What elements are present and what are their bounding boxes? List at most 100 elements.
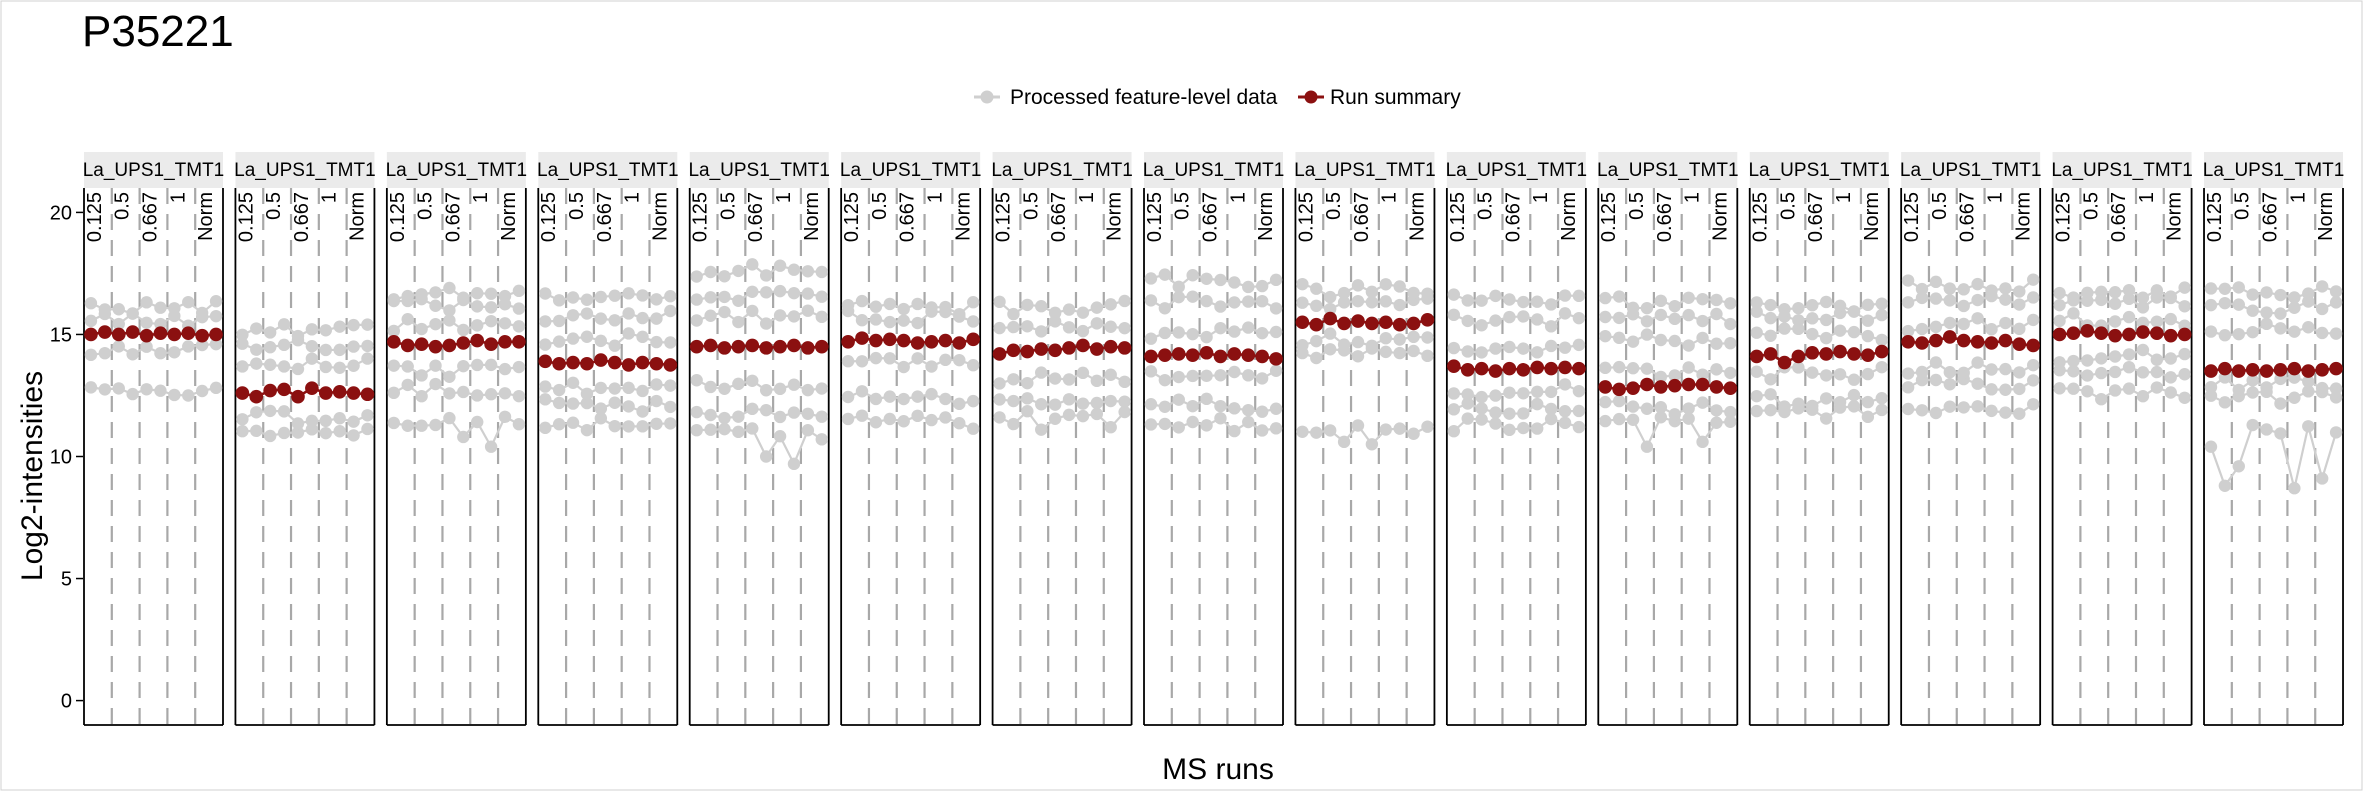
condition-label: 0.667 xyxy=(1351,192,1373,242)
feature-point xyxy=(1915,404,1929,417)
feature-point xyxy=(1461,388,1474,401)
feature-point xyxy=(263,358,277,371)
feature-point xyxy=(787,263,801,276)
feature-point xyxy=(401,419,414,432)
feature-point xyxy=(1626,362,1640,375)
feature-point xyxy=(1929,373,1943,387)
summary-line xyxy=(1605,383,1731,391)
feature-line xyxy=(696,290,823,302)
feature-point xyxy=(1710,363,1723,376)
condition-label: 0.125 xyxy=(84,192,106,242)
feature-line xyxy=(1150,273,1277,289)
feature-point xyxy=(664,417,677,430)
feature-point xyxy=(1104,320,1117,333)
feature-point xyxy=(2260,423,2273,436)
feature-point xyxy=(746,304,759,318)
summary-point xyxy=(1420,313,1435,327)
feature-point xyxy=(841,412,855,426)
feature-point xyxy=(1696,435,1709,449)
feature-point xyxy=(1654,401,1668,414)
feature-point xyxy=(1337,435,1351,449)
summary-point xyxy=(1695,377,1710,392)
feature-point xyxy=(250,357,263,370)
feature-point xyxy=(580,396,594,410)
summary-point xyxy=(966,332,980,347)
feature-point xyxy=(443,411,456,425)
feature-point xyxy=(1214,321,1227,335)
feature-point xyxy=(429,299,442,312)
feature-point xyxy=(1200,272,1213,285)
feature-line xyxy=(1150,397,1277,413)
feature-point xyxy=(2067,291,2080,304)
feature-point xyxy=(580,293,594,306)
feature-point xyxy=(1558,289,1572,302)
feature-point xyxy=(1985,383,1998,396)
feature-point xyxy=(112,382,125,395)
feature-point xyxy=(1819,331,1833,345)
feature-point xyxy=(1503,293,1516,306)
feature-point xyxy=(746,285,759,298)
condition-label: 0.125 xyxy=(1598,192,1620,242)
feature-point xyxy=(277,405,291,418)
feature-line xyxy=(2059,286,2186,299)
feature-point xyxy=(953,308,966,321)
feature-point xyxy=(883,352,896,365)
condition-label: 1 xyxy=(622,192,644,203)
feature-point xyxy=(1544,298,1558,311)
feature-point xyxy=(154,317,167,331)
feature-point xyxy=(2246,418,2259,432)
feature-point xyxy=(498,410,512,424)
feature-point xyxy=(2081,385,2094,398)
summary-point xyxy=(992,347,1007,361)
summary-point xyxy=(621,358,636,372)
summary-point xyxy=(470,333,485,348)
strip-label: La_UPS1_TMT1 xyxy=(840,160,982,181)
y-tick-label: 10 xyxy=(50,447,72,469)
feature-point xyxy=(1764,403,1777,417)
summary-point xyxy=(400,338,415,353)
feature-point xyxy=(1599,414,1612,428)
feature-point xyxy=(1076,366,1090,380)
feature-point xyxy=(566,397,580,410)
feature-point xyxy=(319,414,332,428)
strip-background xyxy=(689,152,829,188)
summary-point xyxy=(305,381,319,395)
feature-point xyxy=(1696,314,1709,328)
feature-point xyxy=(2108,350,2122,363)
feature-point xyxy=(1090,301,1104,314)
summary-line xyxy=(545,358,671,367)
feature-point xyxy=(580,387,594,401)
feature-point xyxy=(1503,423,1516,437)
condition-label: 1 xyxy=(924,192,946,203)
condition-label: 1 xyxy=(1530,192,1552,203)
summary-point xyxy=(1558,360,1572,375)
feature-point xyxy=(512,360,526,374)
feature-point xyxy=(305,340,319,353)
feature-point xyxy=(2218,396,2232,409)
feature-point xyxy=(622,381,635,395)
condition-label: Norm xyxy=(1104,192,1126,241)
condition-label: 0.125 xyxy=(538,192,560,242)
summary-point xyxy=(1791,349,1806,364)
feature-point xyxy=(98,346,112,360)
feature-point xyxy=(622,287,635,300)
condition-label: 0.125 xyxy=(1447,192,1469,242)
feature-point xyxy=(347,318,360,332)
feature-point xyxy=(1269,402,1283,415)
feature-point xyxy=(1461,294,1474,307)
feature-point xyxy=(1365,438,1379,451)
feature-point xyxy=(1200,419,1213,432)
summary-point xyxy=(759,341,773,355)
feature-point xyxy=(1062,393,1076,406)
feature-point xyxy=(457,323,470,337)
summary-point xyxy=(1144,349,1158,364)
summary-point xyxy=(1763,347,1778,361)
feature-point xyxy=(897,302,910,316)
feature-point xyxy=(333,361,346,374)
strip-label: La_UPS1_TMT1 xyxy=(991,160,1133,181)
feature-line xyxy=(847,390,974,405)
feature-point xyxy=(1158,302,1172,315)
feature-point xyxy=(759,286,773,299)
feature-point xyxy=(732,315,745,329)
summary-point xyxy=(896,333,911,348)
